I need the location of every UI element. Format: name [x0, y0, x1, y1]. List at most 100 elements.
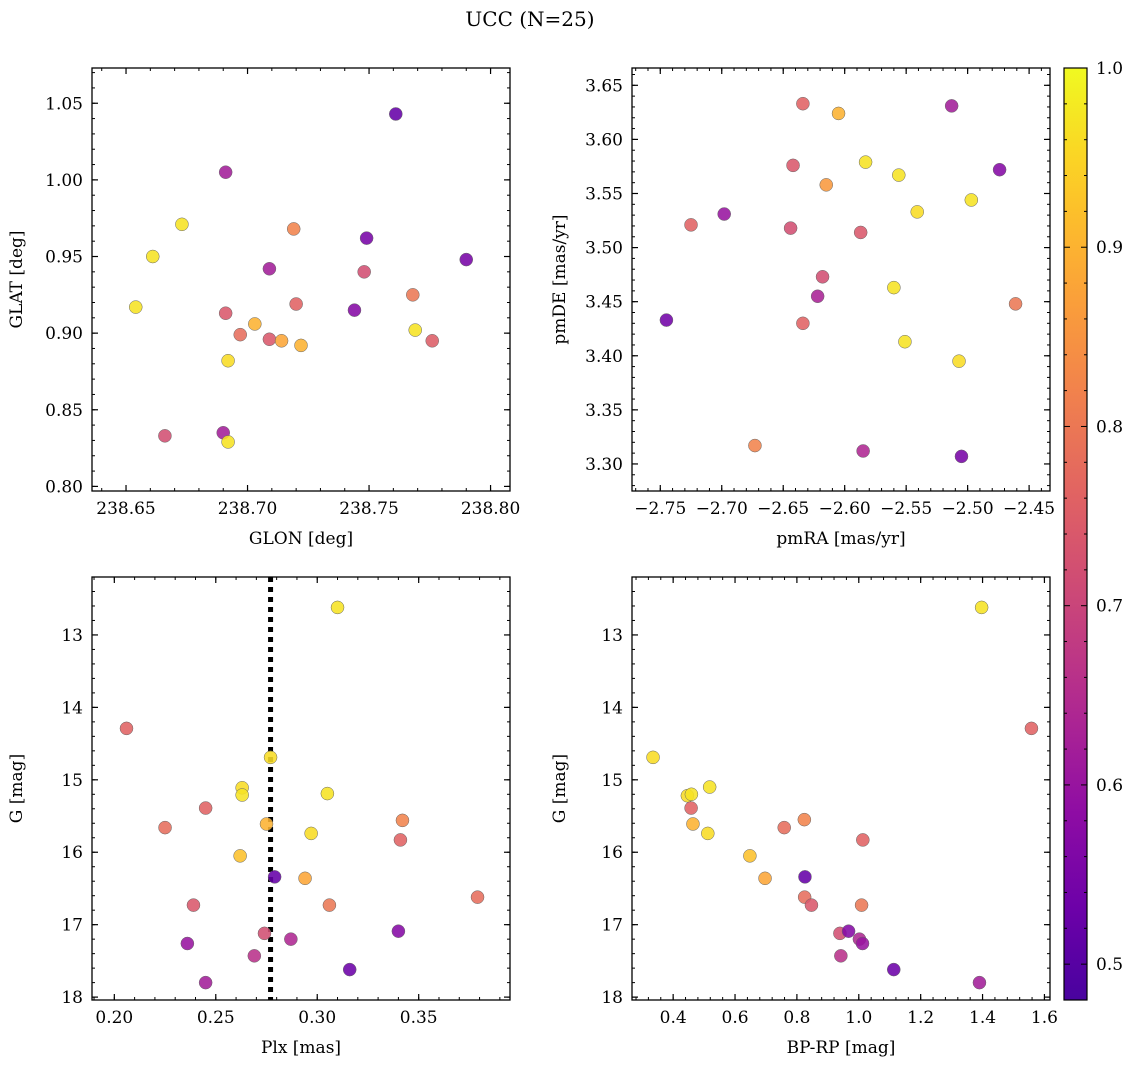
data-point: [284, 932, 298, 946]
x-axis-label: BP-RP [mag]: [787, 1038, 896, 1058]
data-point: [347, 303, 362, 317]
x-tick-label: 0.30: [298, 1008, 336, 1028]
data-point: [748, 438, 762, 453]
data-point: [262, 332, 277, 347]
data-point: [289, 297, 303, 311]
x-tick-label: 1.0: [845, 1008, 872, 1028]
data-point: [974, 600, 989, 615]
data-point: [186, 898, 201, 912]
data-point: [175, 217, 189, 232]
data-point: [257, 926, 272, 941]
y-tick-label: 14: [61, 698, 83, 718]
data-point: [119, 721, 134, 736]
x-axis-label: pmRA [mas/yr]: [776, 529, 905, 549]
data-point: [815, 270, 830, 284]
data-point: [856, 833, 870, 847]
data-point: [425, 334, 439, 348]
colorbar-tick-label: 0.8: [1096, 417, 1123, 437]
data-point: [992, 162, 1007, 177]
data-point: [391, 924, 406, 938]
data-point: [834, 949, 848, 963]
data-point: [684, 787, 699, 802]
y-tick-label: 3.50: [585, 239, 623, 259]
data-point: [359, 231, 374, 245]
x-tick-label: 0.6: [722, 1008, 749, 1028]
data-point: [233, 849, 247, 863]
y-tick-label: 13: [601, 626, 623, 646]
data-point: [777, 820, 791, 835]
y-tick-label: 3.35: [585, 401, 623, 421]
figure-title: UCC (N=25): [465, 7, 594, 31]
data-point: [810, 289, 825, 304]
data-point: [248, 317, 262, 331]
scatter-panel-1: 238.65 238.70 238.75 238.80 0.80 0.85 0.90 0.95…: [7, 67, 520, 549]
y-tick-label: 1.00: [45, 171, 83, 191]
y-tick-label: 15: [601, 771, 623, 791]
y-tick-label: 3.45: [585, 293, 623, 313]
y-axis-label: G [mag]: [550, 754, 570, 823]
y-tick-label: 3.55: [585, 184, 623, 204]
x-tick-label: 0.8: [783, 1008, 810, 1028]
data-point: [684, 801, 698, 815]
data-point: [470, 890, 485, 904]
colorbar-tick-label: 1.0: [1096, 59, 1123, 79]
x-tick-label: −2.60: [819, 499, 871, 519]
data-point: [146, 249, 160, 264]
colorbar-gradient: [1063, 67, 1088, 1001]
data-point: [395, 813, 410, 828]
data-point: [158, 820, 172, 835]
x-axis-label: Plx [mas]: [261, 1038, 341, 1058]
data-point: [659, 313, 674, 327]
data-point: [294, 338, 308, 353]
y-tick-label: 3.30: [585, 455, 623, 475]
x-tick-label: 1.6: [1031, 1008, 1058, 1028]
data-point: [235, 788, 249, 802]
data-point: [717, 207, 731, 221]
scatter-panel-2: −2.75 −2.70 −2.65 −2.60 −2.55 −2.50 −2.45 3.30 3…: [550, 67, 1055, 549]
data-point: [218, 306, 233, 320]
data-point: [952, 354, 966, 368]
y-tick-label: 1.05: [45, 94, 83, 114]
scatter-panel-3: 0.20 0.25 0.30 0.35 13 14 15 16 17 18 Plx [mas] G […: [7, 576, 511, 1058]
x-axis-label: GLON [deg]: [249, 529, 353, 549]
y-axis-label: GLAT [deg]: [7, 230, 27, 328]
data-point: [892, 168, 906, 182]
data-point: [702, 780, 717, 794]
data-point: [221, 353, 235, 368]
data-point: [304, 826, 318, 841]
data-point: [263, 750, 278, 765]
data-point: [743, 849, 757, 863]
data-point: [406, 288, 420, 302]
data-point: [1024, 721, 1039, 736]
data-point: [158, 429, 172, 443]
data-point: [408, 323, 422, 337]
data-point: [853, 225, 868, 240]
y-tick-label: 16: [61, 843, 83, 863]
x-tick-label: 238.80: [461, 499, 520, 519]
data-point: [180, 936, 195, 951]
data-point: [783, 221, 798, 235]
data-point: [887, 280, 901, 295]
data-point: [298, 871, 312, 886]
data-point: [684, 218, 698, 232]
colorbar-tick-label: 0.7: [1096, 597, 1123, 617]
data-point: [259, 817, 274, 831]
y-tick-label: 18: [601, 988, 623, 1008]
data-point: [247, 949, 262, 963]
data-point: [286, 222, 301, 236]
x-tick-label: 238.70: [218, 499, 277, 519]
data-point: [964, 193, 979, 207]
x-tick-label: 0.35: [400, 1008, 438, 1028]
y-tick-label: 17: [61, 916, 83, 936]
data-point: [128, 300, 143, 314]
y-tick-label: 3.65: [585, 76, 623, 96]
x-tick-label: −2.45: [1003, 499, 1055, 519]
y-tick-label: 0.95: [45, 248, 83, 268]
y-tick-label: 14: [601, 698, 623, 718]
data-point: [898, 334, 912, 349]
y-tick-label: 17: [601, 916, 623, 936]
data-point: [858, 155, 873, 169]
data-point: [796, 316, 810, 331]
y-tick-label: 3.40: [585, 347, 623, 367]
